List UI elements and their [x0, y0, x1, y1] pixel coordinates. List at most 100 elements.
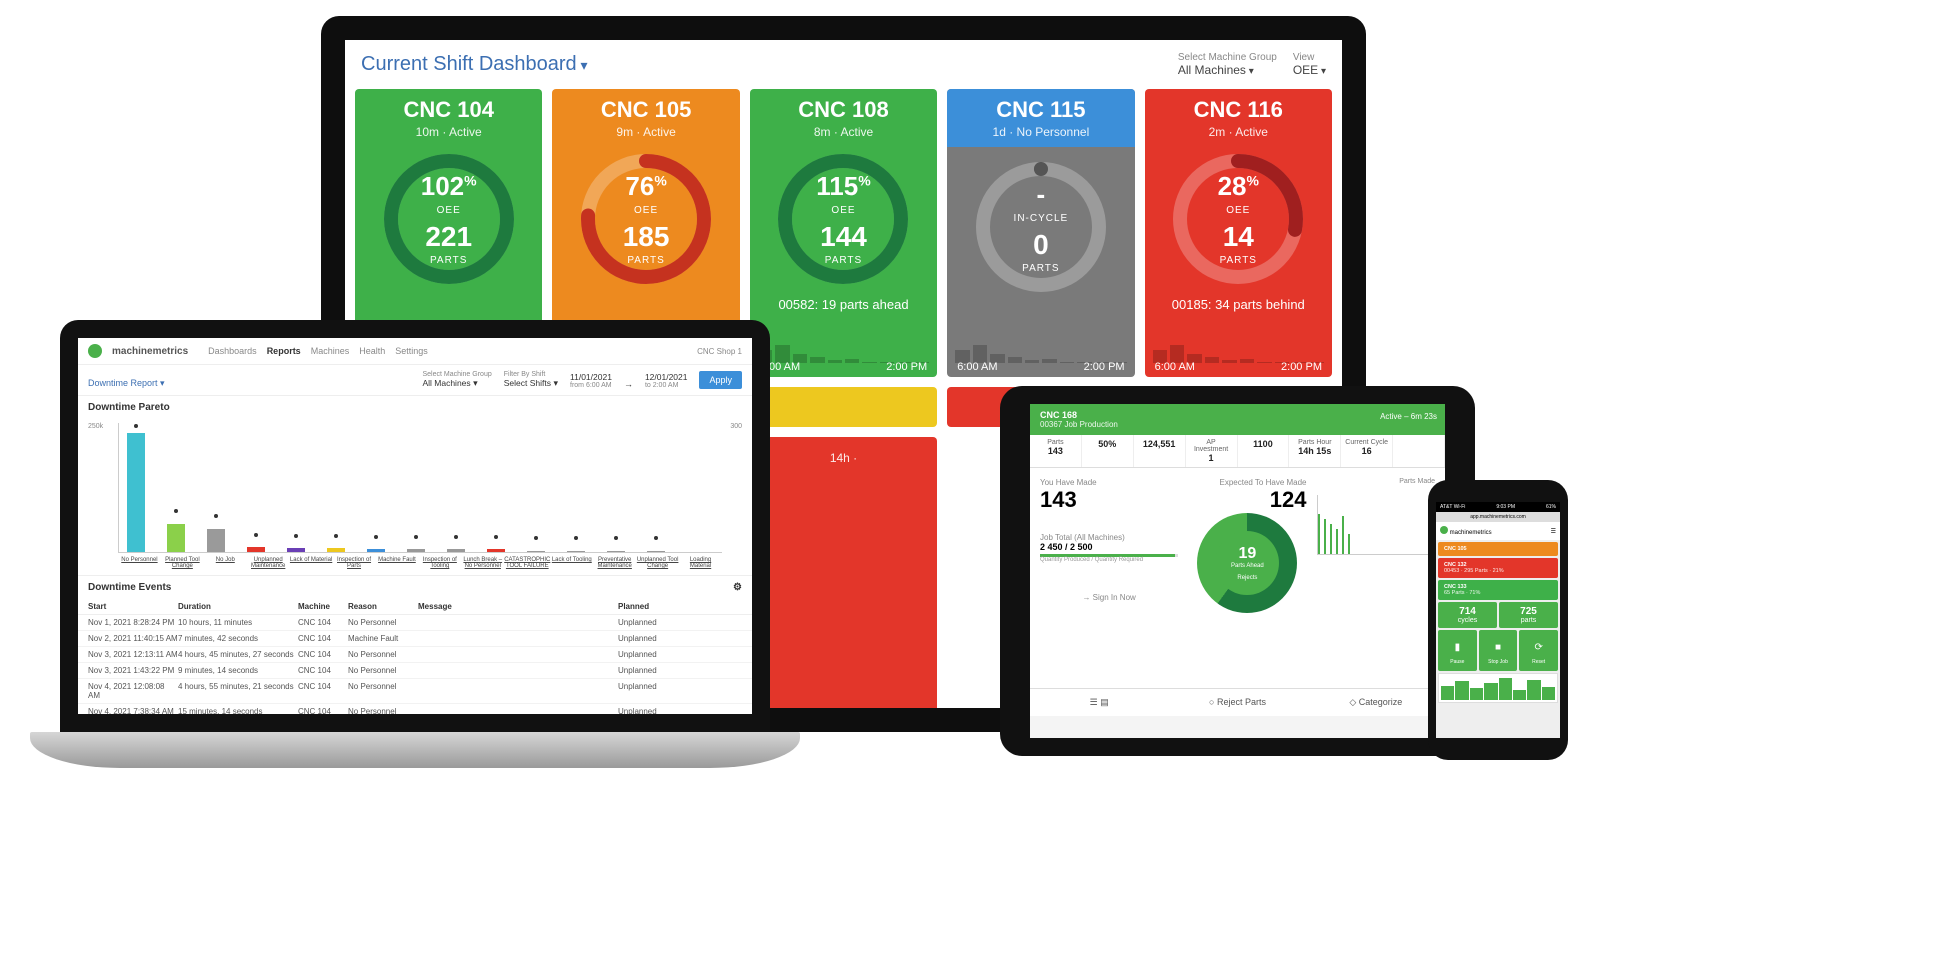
logo-icon	[88, 344, 102, 358]
pareto-bar[interactable]	[487, 549, 505, 552]
kpi-cell[interactable]: AP Investment1	[1186, 435, 1238, 467]
mini-bars	[1438, 673, 1558, 703]
action-pause[interactable]: ▮Pause	[1438, 630, 1477, 671]
pareto-point	[294, 534, 298, 538]
dashboard-title[interactable]: Current Shift Dashboard	[361, 53, 588, 76]
metric-tile[interactable]: 725parts	[1499, 602, 1558, 628]
brand: machinemetrics	[112, 346, 188, 357]
col-header[interactable]: Reason	[348, 602, 418, 611]
pareto-label[interactable]: Inspection of Parts	[333, 557, 376, 569]
pareto-point	[654, 536, 658, 540]
pareto-bar[interactable]	[447, 549, 465, 552]
nav-health[interactable]: Health	[359, 346, 385, 356]
table-row[interactable]: Nov 4, 2021 12:08:08 AM4 hours, 55 minut…	[78, 679, 752, 704]
select-view[interactable]: View OEE	[1293, 52, 1326, 77]
apply-button[interactable]: Apply	[699, 371, 742, 389]
action-reset[interactable]: ⟳Reset	[1519, 630, 1558, 671]
label: View	[1293, 52, 1326, 63]
machine-tile[interactable]: CNC 1151d · No Personnel - IN-CYCLE 0 PA…	[947, 89, 1134, 377]
y2-axis-max: 300	[730, 423, 742, 430]
pareto-label[interactable]: Lunch Break – No Personnel	[461, 557, 504, 569]
table-row[interactable]: Nov 4, 2021 7:38:34 AM15 minutes, 14 sec…	[78, 704, 752, 714]
kpi-cell[interactable]: 50%	[1082, 435, 1134, 467]
pareto-label[interactable]: Lack of Material	[290, 557, 333, 569]
pareto-label[interactable]: CATASTROPHIC TOOL FAILURE	[504, 557, 550, 569]
value: OEE	[1293, 63, 1326, 77]
date-to[interactable]: 12/01/2021to 2:00 AM	[645, 372, 688, 389]
col-header[interactable]: Planned	[618, 602, 678, 611]
table-row[interactable]: Nov 3, 2021 1:43:22 PM9 minutes, 14 seco…	[78, 663, 752, 679]
kpi-cell[interactable]: Current Cycle16	[1341, 435, 1393, 467]
pareto-point	[334, 534, 338, 538]
pareto-title: Downtime Pareto	[78, 396, 752, 419]
pareto-bar[interactable]	[647, 551, 665, 552]
kpi-cell[interactable]: 1100	[1238, 435, 1290, 467]
col-header[interactable]: Duration	[178, 602, 298, 611]
pareto-bar[interactable]	[287, 548, 305, 552]
y-axis-max: 250k	[88, 423, 103, 430]
pareto-bar[interactable]	[127, 433, 145, 552]
pareto-label[interactable]: Inspection of Tooling	[418, 557, 461, 569]
machine-tile[interactable]: CNC 1162m · Active 28% OEE 14 PARTS 0018…	[1145, 89, 1332, 377]
signin-button[interactable]: → Sign In Now	[1040, 593, 1178, 602]
active-status: Active – 6m 23s	[1380, 412, 1437, 421]
categorize-button[interactable]: ◇ Categorize	[1307, 689, 1445, 716]
filter-shift[interactable]: Filter By ShiftSelect Shifts ▾	[504, 371, 558, 389]
pareto-label[interactable]: Loading Material	[679, 557, 722, 569]
nav-reports[interactable]: Reports	[267, 346, 301, 356]
date-from[interactable]: 11/01/2021from 6:00 AM	[570, 372, 612, 389]
menu-icon[interactable]: ☰	[1551, 528, 1556, 535]
machine-name: CNC 168	[1040, 410, 1435, 420]
col-header[interactable]: Start	[88, 602, 178, 611]
kpi-cell[interactable]: Parts143	[1030, 435, 1082, 467]
pareto-label[interactable]: No Job	[204, 557, 247, 569]
table-row[interactable]: Nov 2, 2021 11:40:15 AM7 minutes, 42 sec…	[78, 631, 752, 647]
pareto-bar[interactable]	[167, 524, 185, 552]
pareto-point	[614, 536, 618, 540]
kpi-cell[interactable]: Parts Hour14h 15s	[1289, 435, 1341, 467]
pareto-label[interactable]: Preventative Maintenance	[593, 557, 636, 569]
pareto-label[interactable]: Machine Fault	[375, 557, 418, 569]
report-title[interactable]: Downtime Report ▾	[88, 378, 165, 389]
pareto-bar[interactable]	[567, 551, 585, 552]
pareto-bar[interactable]	[527, 551, 545, 552]
col-header[interactable]: Machine	[298, 602, 348, 611]
pareto-bar[interactable]	[247, 547, 265, 552]
table-row[interactable]: Nov 3, 2021 12:13:11 AM4 hours, 45 minut…	[78, 647, 752, 663]
time: 9:03 PM	[1496, 504, 1515, 510]
pareto-bar[interactable]	[367, 549, 385, 552]
filter-group[interactable]: Select Machine GroupAll Machines ▾	[422, 371, 491, 389]
machine-card[interactable]: CNC 13365 Parts · 71%	[1438, 580, 1558, 600]
pareto-bar[interactable]	[207, 529, 225, 552]
nav-dashboards[interactable]: Dashboards	[208, 346, 257, 356]
laptop-base	[30, 732, 800, 768]
nav-settings[interactable]: Settings	[395, 346, 428, 356]
kpi-cell[interactable]: 124,551	[1134, 435, 1186, 467]
reject-button[interactable]: ○ Reject Parts	[1168, 689, 1306, 716]
nav-machines[interactable]: Machines	[311, 346, 350, 356]
pareto-point	[254, 533, 258, 537]
value: All Machines	[1178, 63, 1254, 77]
machine-card[interactable]: CNC 105	[1438, 542, 1558, 556]
pareto-label[interactable]: Unplanned Tool Change	[636, 557, 679, 569]
pareto-label[interactable]: No Personnel	[118, 557, 161, 569]
url-bar[interactable]: app.machinemetrics.com	[1436, 512, 1560, 522]
col-header[interactable]: Message	[418, 602, 618, 611]
gear-icon[interactable]: ⚙	[733, 582, 742, 593]
menu-icon[interactable]: ☰ ▤	[1030, 689, 1168, 716]
pareto-label[interactable]: Planned Tool Change	[161, 557, 204, 569]
table-row[interactable]: Nov 1, 2021 8:28:24 PM10 hours, 11 minut…	[78, 615, 752, 631]
kpi-cell[interactable]	[1393, 435, 1445, 467]
shop-name: CNC Shop 1	[697, 347, 742, 356]
pareto-label[interactable]: Lack of Tooling	[550, 557, 593, 569]
pareto-bar[interactable]	[407, 549, 425, 552]
metric-tile[interactable]: 714cycles	[1438, 602, 1497, 628]
machine-card[interactable]: CNC 13200453 · 295 Parts · 21%	[1438, 558, 1558, 578]
action-stop job[interactable]: ■Stop Job	[1479, 630, 1518, 671]
pareto-bar[interactable]	[327, 548, 345, 552]
pareto-label[interactable]: Unplanned Maintenance	[247, 557, 290, 569]
spark-label: Parts Made	[1317, 478, 1436, 485]
pareto-bar[interactable]	[607, 551, 625, 552]
select-machine-group[interactable]: Select Machine Group All Machines	[1178, 52, 1277, 77]
tablet-device: CNC 168 00367 Job Production Active – 6m…	[1000, 386, 1475, 756]
